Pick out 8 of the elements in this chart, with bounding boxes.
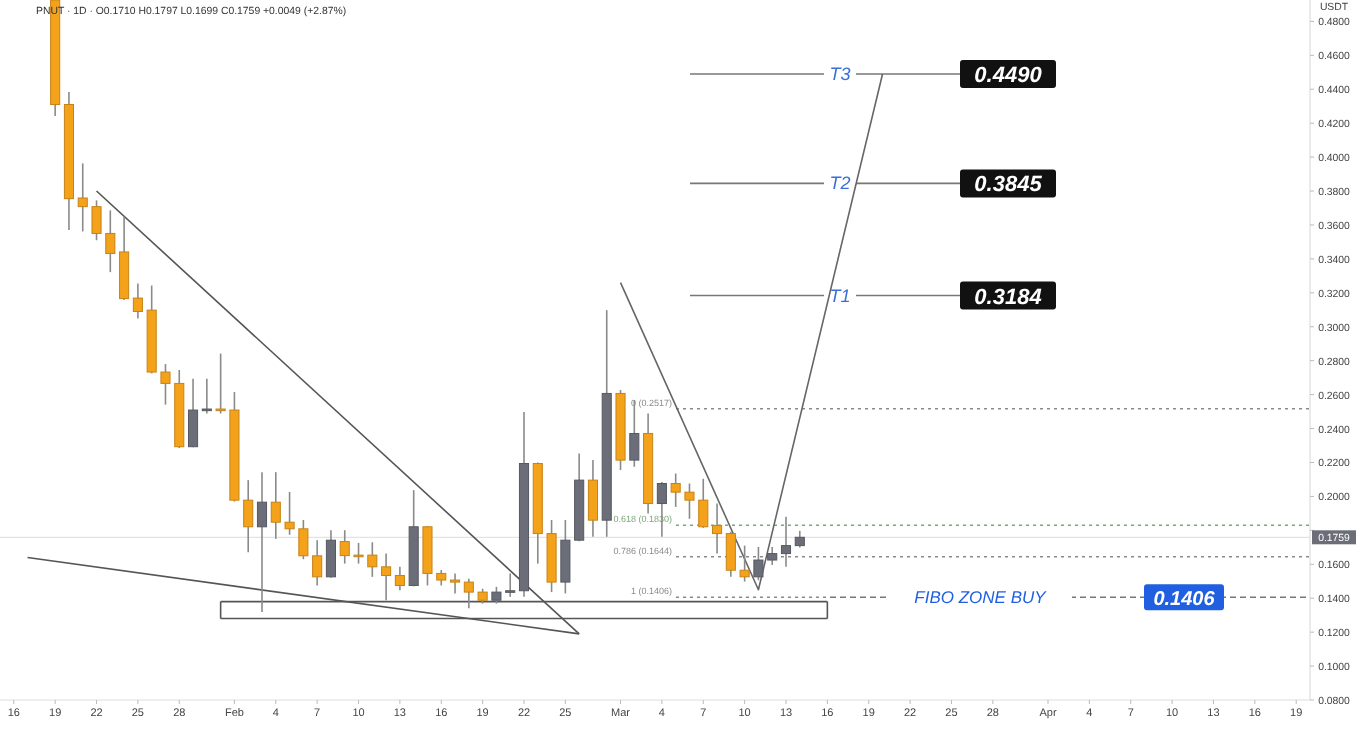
annotation: 0.3184 — [974, 285, 1042, 310]
annotation: 0.3845 — [974, 173, 1044, 198]
ref-line-label: T3 — [829, 63, 851, 84]
annotation: 0.4490 — [974, 63, 1044, 88]
annotation: 0.1406 — [1153, 589, 1216, 612]
ref-line-label: T2 — [829, 173, 851, 194]
ref-line-label: T1 — [829, 285, 851, 306]
ref-line-label: FIBO ZONE BUY — [914, 587, 1049, 608]
